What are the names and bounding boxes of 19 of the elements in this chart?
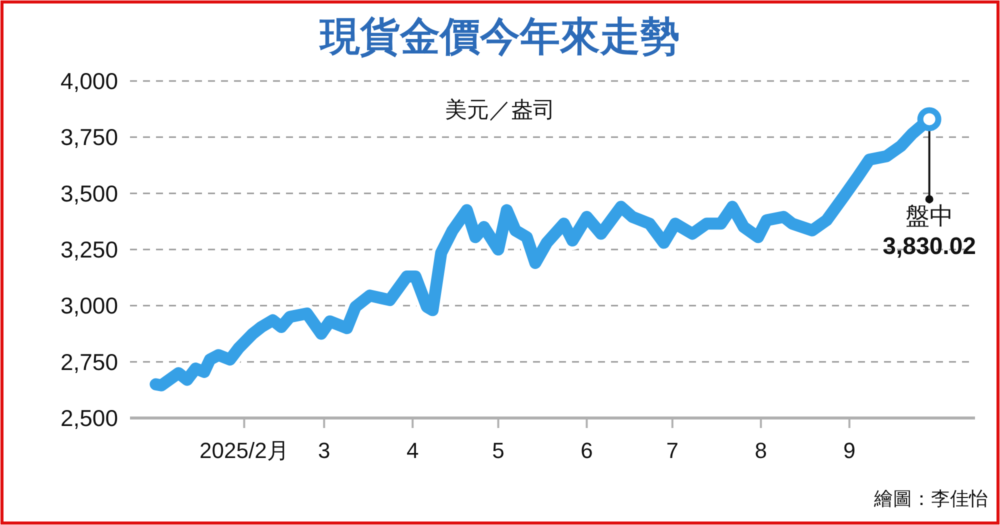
x-tick-label: 8: [754, 438, 768, 463]
y-tick-label: 3,750: [60, 124, 118, 150]
y-tick-label: 3,250: [60, 236, 118, 262]
chart-title: 現貨金價今年來走勢: [318, 15, 680, 59]
x-tick-label: 6: [580, 438, 593, 463]
y-tick-label: 2,750: [60, 348, 118, 375]
x-tick-label: 9: [843, 438, 856, 463]
y-tick-label: 3,000: [60, 292, 118, 319]
text: 繪圖：李佳怡: [873, 489, 988, 510]
x-tick-label: 4: [406, 438, 419, 463]
x-tick-label: 2025/2月: [200, 438, 289, 463]
y-tick-label: 2,500: [60, 405, 118, 431]
y-tick-label: 4,000: [60, 68, 118, 94]
annotation: 盤中 3,830.02: [882, 203, 976, 260]
y-axis-title: 美元／盎司: [445, 97, 555, 122]
x-tick-label: 5: [492, 438, 504, 463]
x-tick-label: 7: [666, 438, 679, 463]
x-tick-label: 3: [318, 438, 330, 463]
y-tick-label: 3,500: [60, 180, 118, 206]
